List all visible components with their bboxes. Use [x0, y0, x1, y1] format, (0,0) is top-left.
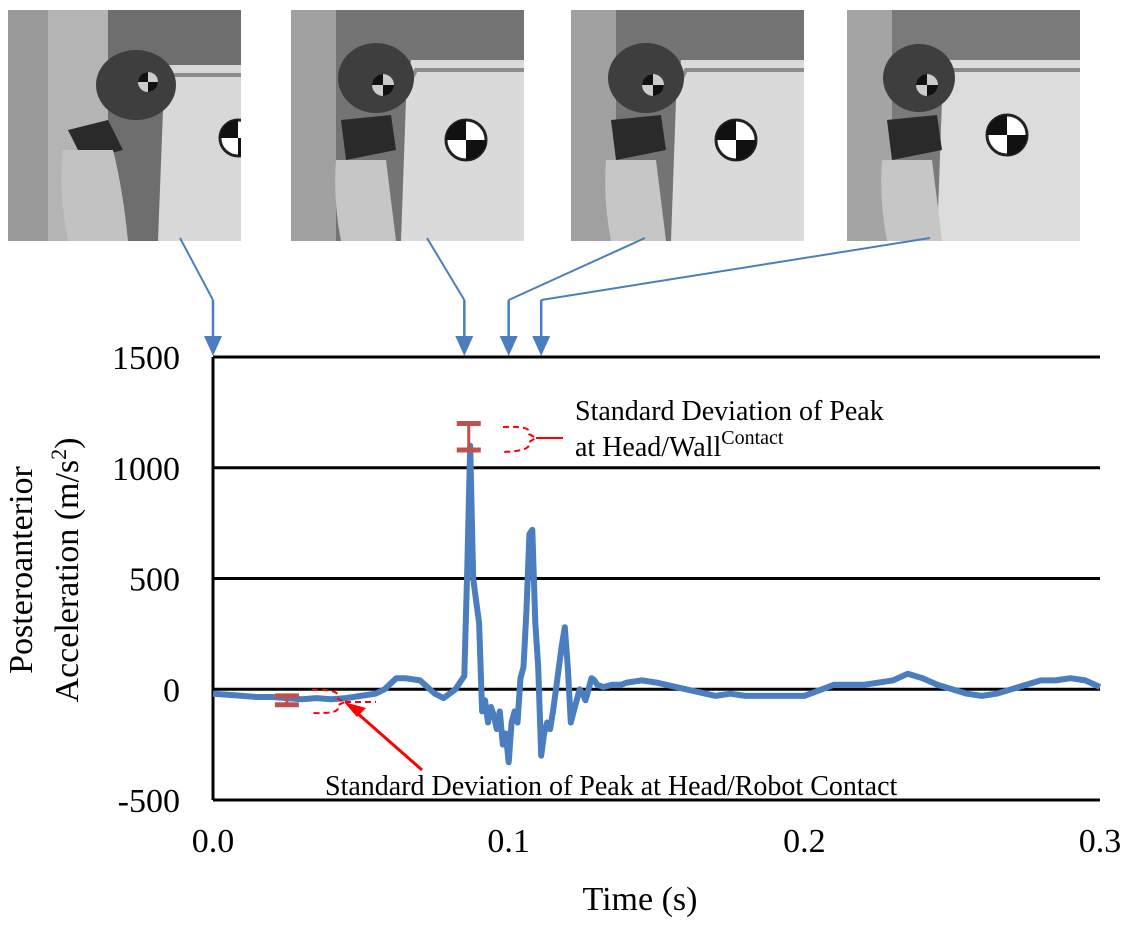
error-bar	[274, 693, 299, 708]
x-tick-label: 0.0	[192, 823, 235, 860]
error-bar	[456, 420, 481, 453]
y-tick-labels: -500 0 500 1000 1500	[112, 340, 180, 820]
wall-annotation-line1: Standard Deviation of Peak	[575, 396, 884, 427]
x-tick-label: 0.3	[1079, 823, 1122, 860]
photo-frame-1	[8, 10, 241, 241]
y-tick-label: 500	[129, 562, 180, 599]
photo-connector	[532, 237, 931, 356]
y-tick-label: -500	[118, 783, 180, 820]
y-axis-label-close: )	[49, 438, 86, 449]
photo-connector	[179, 237, 222, 356]
error-bars	[274, 420, 481, 708]
y-axis-label-line1: Posteroanterior	[3, 465, 40, 673]
y-tick-label: 0	[163, 672, 180, 709]
y-axis-label-superscript: 2	[46, 449, 71, 460]
wall-annotation-line2-text: at Head/Wall	[575, 432, 721, 463]
y-axis-label-text: Acceleration (m/s	[49, 460, 86, 703]
x-tick-label: 0.1	[487, 823, 530, 860]
wall-annotation-line2: at Head/WallContact	[575, 427, 784, 463]
robot-annotation-text: Standard Deviation of Peak at Head/Robot…	[325, 771, 898, 802]
robot-annotation-arrow-line	[355, 710, 423, 772]
photo-frame-2	[291, 10, 524, 241]
x-tick-labels: 0.0 0.1 0.2 0.3	[192, 823, 1122, 860]
photo-connector	[499, 237, 646, 356]
photo-connector-lines	[179, 237, 931, 356]
photo-connector	[426, 237, 474, 356]
y-axis-label-line2: Acceleration (m/s2)	[46, 438, 86, 703]
photo-frame-4	[847, 10, 1080, 241]
x-axis-label: Time (s)	[583, 881, 698, 918]
x-tick-label: 0.2	[783, 823, 826, 860]
wall-annotation-brace	[502, 425, 539, 453]
photo-frame-3	[571, 10, 804, 241]
series-line	[212, 442, 1102, 766]
robot-annotation-brace	[311, 688, 348, 715]
y-tick-label: 1000	[112, 451, 180, 488]
robot-annotation-arrow-head	[344, 702, 366, 717]
y-tick-label: 1500	[112, 340, 180, 377]
wall-annotation-superscript: Contact	[721, 427, 784, 449]
